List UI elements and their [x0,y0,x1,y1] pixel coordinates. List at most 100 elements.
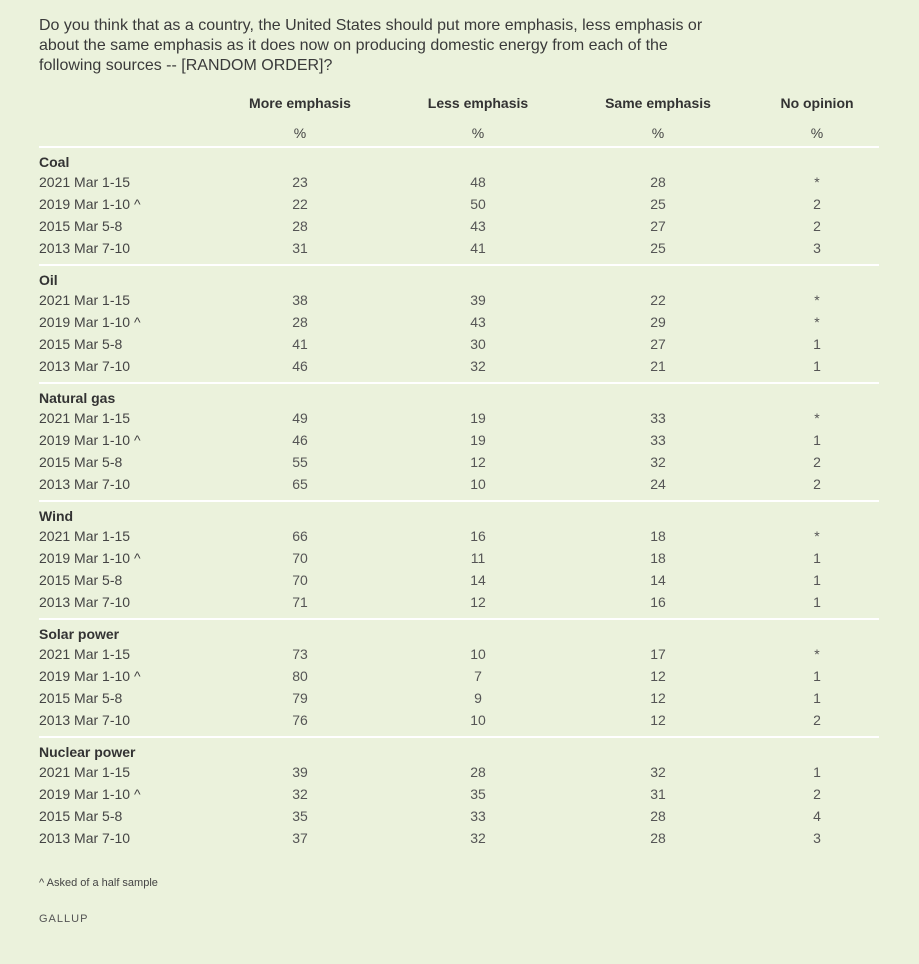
cell-more: 71 [292,594,308,610]
cell-same: 29 [650,314,666,330]
group-name: Oil [39,272,58,288]
cell-less: 39 [470,292,486,308]
cell-same: 22 [650,292,666,308]
cell-same: 28 [650,808,666,824]
cell-more: 70 [292,550,308,566]
group-divider [39,500,879,502]
cell-no-opinion: 1 [813,358,821,374]
cell-no-opinion: * [814,314,820,330]
group-section: Natural gas 2021 Mar 1-15 49 19 33 * 2019 Mar … [0,388,919,506]
group-section: Oil 2021 Mar 1-15 38 39 22 * 2019 Mar 1-10 ^ 28… [0,270,919,388]
cell-no-opinion: 1 [813,550,821,566]
group-divider [39,264,879,266]
cell-same: 21 [650,358,666,374]
cell-more: 37 [292,830,308,846]
group-section: Nuclear power 2021 Mar 1-15 39 28 32 1 2019 Ma… [0,742,919,860]
cell-less: 11 [470,550,486,566]
cell-more: 32 [292,786,308,802]
group-divider [39,618,879,620]
row-date: 2015 Mar 5-8 [39,808,123,824]
cell-more: 28 [292,314,308,330]
row-date: 2021 Mar 1-15 [39,764,131,780]
table-row: 2019 Mar 1-10 ^ 80 7 12 1 [0,668,919,690]
cell-no-opinion: 2 [813,476,821,492]
table-row: 2015 Mar 5-8 35 33 28 4 [0,808,919,830]
cell-no-opinion: 1 [813,432,821,448]
cell-no-opinion: 3 [813,240,821,256]
cell-more: 65 [292,476,308,492]
cell-same: 18 [650,528,666,544]
cell-no-opinion: 2 [813,786,821,802]
row-date: 2013 Mar 7-10 [39,476,131,492]
row-date: 2019 Mar 1-10 ^ [39,196,141,212]
col-same-emphasis: Same emphasis [605,95,711,111]
cell-no-opinion: 1 [813,572,821,588]
cell-same: 33 [650,410,666,426]
table-row: 2021 Mar 1-15 73 10 17 * [0,646,919,668]
cell-no-opinion: 1 [813,690,821,706]
cell-less: 9 [474,690,482,706]
cell-less: 30 [470,336,486,352]
cell-same: 12 [650,690,666,706]
cell-less: 43 [470,314,486,330]
cell-less: 12 [470,454,486,470]
cell-no-opinion: 2 [813,196,821,212]
cell-same: 25 [650,240,666,256]
cell-more: 41 [292,336,308,352]
cell-less: 19 [470,432,486,448]
cell-more: 55 [292,454,308,470]
cell-no-opinion: * [814,292,820,308]
table-row: 2013 Mar 7-10 37 32 28 3 [0,830,919,852]
cell-more: 46 [292,432,308,448]
cell-same: 33 [650,432,666,448]
cell-less: 48 [470,174,486,190]
cell-less: 7 [474,668,482,684]
row-date: 2015 Mar 5-8 [39,454,123,470]
table-row: 2019 Mar 1-10 ^ 28 43 29 * [0,314,919,336]
column-headers: More emphasis Less emphasis Same emphasi… [0,95,919,115]
cell-same: 12 [650,712,666,728]
cell-more: 38 [292,292,308,308]
cell-less: 50 [470,196,486,212]
row-date: 2015 Mar 5-8 [39,572,123,588]
col-no-opinion: No opinion [780,95,854,111]
table-row: 2015 Mar 5-8 70 14 14 1 [0,572,919,594]
table-row: 2015 Mar 5-8 28 43 27 2 [0,218,919,240]
cell-more: 46 [292,358,308,374]
cell-less: 28 [470,764,486,780]
table-row: 2013 Mar 7-10 46 32 21 1 [0,358,919,380]
table-row: 2021 Mar 1-15 39 28 32 1 [0,764,919,786]
cell-more: 79 [292,690,308,706]
cell-same: 24 [650,476,666,492]
table-row: 2015 Mar 5-8 55 12 32 2 [0,454,919,476]
row-date: 2019 Mar 1-10 ^ [39,314,141,330]
group-name: Wind [39,508,74,524]
unit-label: % [810,125,824,141]
cell-same: 32 [650,764,666,780]
row-date: 2021 Mar 1-15 [39,292,131,308]
table-row: 2021 Mar 1-15 38 39 22 * [0,292,919,314]
table-row: 2015 Mar 5-8 79 9 12 1 [0,690,919,712]
cell-less: 16 [470,528,486,544]
col-less-emphasis: Less emphasis [427,95,529,111]
cell-same: 27 [650,336,666,352]
cell-same: 27 [650,218,666,234]
cell-no-opinion: * [814,410,820,426]
cell-less: 33 [470,808,486,824]
cell-more: 49 [292,410,308,426]
row-date: 2015 Mar 5-8 [39,690,123,706]
row-date: 2019 Mar 1-10 ^ [39,668,141,684]
row-date: 2013 Mar 7-10 [39,594,131,610]
cell-no-opinion: 1 [813,336,821,352]
table-row: 2019 Mar 1-10 ^ 32 35 31 2 [0,786,919,808]
cell-same: 28 [650,174,666,190]
cell-no-opinion: 1 [813,594,821,610]
unit-headers: % % % % [0,125,919,145]
cell-more: 39 [292,764,308,780]
cell-no-opinion: * [814,528,820,544]
row-date: 2013 Mar 7-10 [39,712,131,728]
cell-more: 76 [292,712,308,728]
row-date: 2013 Mar 7-10 [39,240,131,256]
table-row: 2021 Mar 1-15 66 16 18 * [0,528,919,550]
cell-less: 10 [470,712,486,728]
